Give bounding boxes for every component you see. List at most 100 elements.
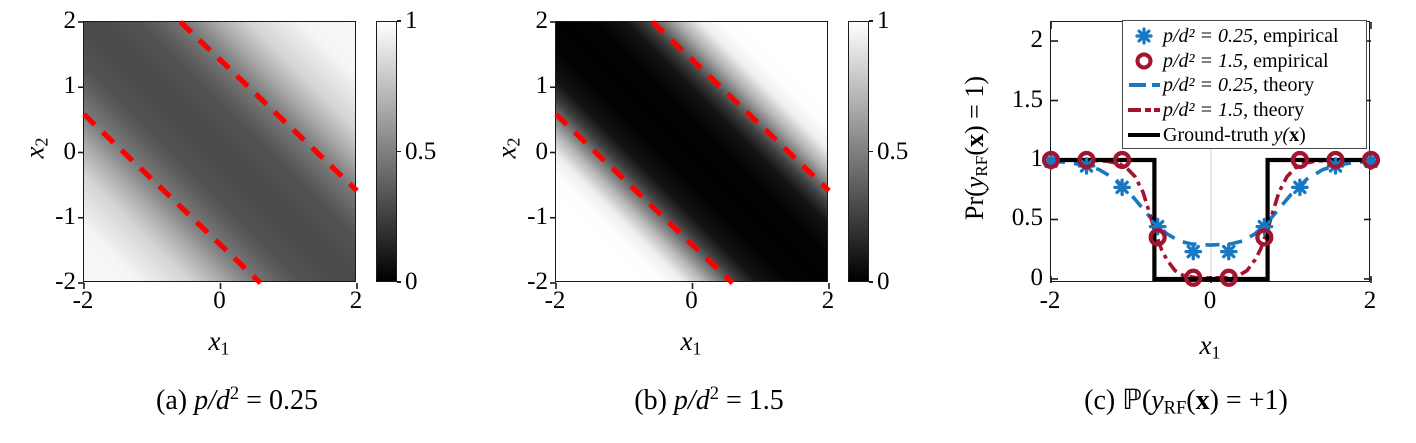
colorbar-tick-mark xyxy=(397,281,401,283)
legend-label: p/d² = 0.25, empirical xyxy=(1163,25,1339,47)
y-tick-label: -2 xyxy=(527,268,548,295)
colorbar-tick-label: 0.5 xyxy=(877,137,909,165)
x-tick-label: -2 xyxy=(544,287,566,314)
marker-open-circle xyxy=(1041,150,1061,170)
y-tick-label: 0 xyxy=(63,137,77,165)
legend-label-part: ) xyxy=(1299,123,1306,146)
legend-label-part: , empirical xyxy=(1243,49,1329,72)
colorbar-tick-mark xyxy=(869,20,873,22)
y-tick-label: -1 xyxy=(55,202,76,230)
legend-entry: p/d² = 1.5, theory xyxy=(1127,98,1366,123)
legend-entry: p/d² = 1.5, empirical xyxy=(1127,49,1366,74)
heatmap-a-overlay xyxy=(78,20,359,289)
y-tick-label: 0.5 xyxy=(1011,204,1043,232)
heatmap-panel-a xyxy=(78,20,359,289)
marker-open-circle xyxy=(1326,150,1345,170)
legend-label: p/d² = 1.5, theory xyxy=(1163,99,1304,121)
legend-sample-dashdot-icon xyxy=(1128,108,1160,113)
legend: p/d² = 0.25, empirical p/d² = 1.5, empiri… xyxy=(1122,20,1367,149)
x-axis-sub-a: 1 xyxy=(220,338,230,359)
decision-boundary-line xyxy=(650,20,831,193)
y-tick-label: 2 xyxy=(63,7,77,34)
legend-label-part: Ground-truth xyxy=(1163,123,1274,146)
legend-sample-star-icon xyxy=(1135,27,1153,45)
legend-sample xyxy=(1127,74,1163,96)
x-axis-label-c: x1 xyxy=(1200,330,1221,363)
x-axis-var-a: x xyxy=(208,326,221,356)
y-tick-label: 1 xyxy=(63,72,77,100)
x-tick-label: 2 xyxy=(349,287,363,314)
y-tick-label: 1.5 xyxy=(1011,85,1043,113)
colorbar-tick-label: 0 xyxy=(877,268,890,295)
x-tick-label: 2 xyxy=(821,287,835,314)
legend-label-part: p/d² = 1.5 xyxy=(1163,49,1244,72)
x-tick-label: -2 xyxy=(1039,287,1061,314)
colorbar-a xyxy=(376,21,397,282)
series-theory-curve xyxy=(1051,158,1371,280)
legend-star xyxy=(1135,27,1153,45)
marker-star xyxy=(1184,242,1203,261)
legend-sample xyxy=(1127,50,1163,72)
colorbar-tick-label: 0.5 xyxy=(405,137,437,165)
marker-open-circle xyxy=(1148,228,1167,247)
y-tick-label: 0 xyxy=(1030,263,1044,291)
legend-sample-circle-icon xyxy=(1135,52,1153,70)
series-ground-truth xyxy=(1051,157,1371,282)
y-tick-label: 2 xyxy=(1030,26,1044,54)
caption-b: (b) p/d2 = 1.5 xyxy=(634,383,784,417)
legend-entry: p/d² = 0.25, theory xyxy=(1127,73,1366,98)
caption-a: (a) p/d2 = 0.25 xyxy=(156,383,318,417)
decision-boundary-line xyxy=(82,112,263,285)
legend-sample xyxy=(1127,25,1163,47)
marker-open-circle xyxy=(1290,150,1309,170)
x-tick-label: 2 xyxy=(1363,287,1377,314)
y-tick-label: -2 xyxy=(55,268,76,295)
x-axis-label-b: x1 xyxy=(681,326,702,359)
colorbar-tick-label: 1 xyxy=(405,7,418,34)
x-tick-label: 0 xyxy=(1203,287,1217,314)
colorbar-tick-mark xyxy=(397,20,401,22)
caption-c: (c) ℙ(yRF(x) = +1) xyxy=(1084,383,1288,418)
colorbar-tick-mark xyxy=(397,150,401,153)
star-spoke xyxy=(1222,244,1236,259)
legend-label-part: x xyxy=(1289,123,1300,146)
legend-label-part: , theory xyxy=(1243,99,1305,122)
star-spoke xyxy=(1137,29,1151,43)
x-axis-var-b: x xyxy=(680,326,693,356)
legend-sample xyxy=(1127,99,1163,121)
colorbar-tick-mark xyxy=(869,150,873,153)
legend-label-part: , theory xyxy=(1253,74,1315,97)
legend-label: Ground-truth y(x) xyxy=(1163,124,1306,146)
legend-entry: Ground-truth y(x) xyxy=(1127,122,1366,147)
marker-open-circle xyxy=(1113,150,1132,170)
decision-boundary-line xyxy=(554,112,735,285)
legend-label-part: p/d² = 0.25 xyxy=(1163,25,1254,48)
colorbar-b xyxy=(848,21,869,282)
legend-label: p/d² = 1.5, empirical xyxy=(1163,50,1329,72)
legend-label-part: p/d² = 1.5 xyxy=(1163,99,1244,122)
x-tick-label: 0 xyxy=(685,287,698,314)
x-tick-label: 0 xyxy=(213,287,226,314)
colorbar-tick-mark xyxy=(869,281,873,283)
marker-star xyxy=(1219,242,1238,261)
legend-label-part: , empirical xyxy=(1253,25,1339,48)
star-spoke xyxy=(1186,244,1200,259)
marker-open-circle xyxy=(1219,268,1238,287)
marker-open-circle xyxy=(1077,150,1096,170)
colorbar-tick-label: 1 xyxy=(877,7,890,34)
legend-entry: p/d² = 0.25, empirical xyxy=(1127,24,1366,49)
legend-circle xyxy=(1135,52,1153,70)
marker-open-circle xyxy=(1255,228,1274,247)
y-tick-label: 1 xyxy=(1030,144,1044,172)
decision-boundary-line xyxy=(178,20,359,193)
y-tick-label: 1 xyxy=(535,72,549,100)
y-tick-label: 2 xyxy=(535,7,549,34)
legend-label-part: y( xyxy=(1273,123,1290,146)
marker-star xyxy=(1291,178,1309,197)
legend-sample-dashed-icon xyxy=(1129,83,1160,88)
colorbar-tick-label: 0 xyxy=(405,268,418,295)
legend-label: p/d² = 0.25, theory xyxy=(1163,74,1314,96)
x-axis-label-a: x1 xyxy=(209,326,230,359)
heatmap-b-overlay xyxy=(550,20,831,289)
